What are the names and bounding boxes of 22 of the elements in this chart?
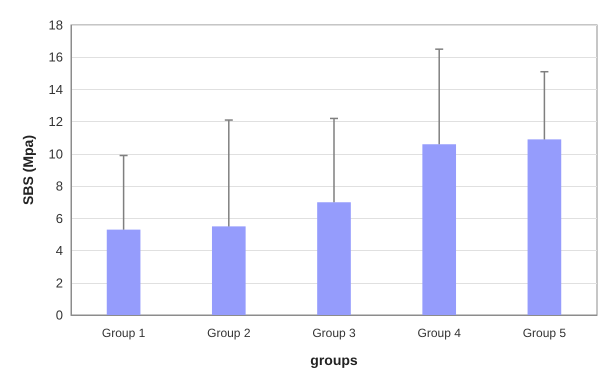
y-tick-label: 16	[48, 50, 63, 65]
x-tick-label: Group 1	[102, 326, 146, 340]
bar	[106, 230, 140, 315]
y-tick-label: 12	[48, 114, 63, 130]
y-tick-label: 0	[56, 308, 63, 322]
y-tick-label: 6	[56, 210, 63, 226]
y-tick-label: 2	[56, 275, 63, 290]
y-tick-label: 10	[48, 146, 63, 162]
bar	[422, 144, 456, 315]
x-tick-label: Group 5	[522, 326, 566, 340]
bar	[317, 202, 351, 315]
y-tick-label: 8	[56, 178, 63, 194]
bar	[528, 139, 562, 315]
y-tick-label: 18	[48, 18, 63, 32]
x-tick-label: Group 4	[418, 326, 462, 340]
bar	[212, 226, 246, 315]
x-tick-label: Group 3	[312, 326, 356, 340]
x-axis-title: groups	[310, 352, 358, 368]
x-tick-label: Group 2	[207, 326, 251, 340]
y-tick-label: 4	[56, 243, 63, 258]
y-axis-title: SBS (Mpa)	[20, 135, 36, 205]
y-tick-label: 14	[48, 82, 63, 97]
